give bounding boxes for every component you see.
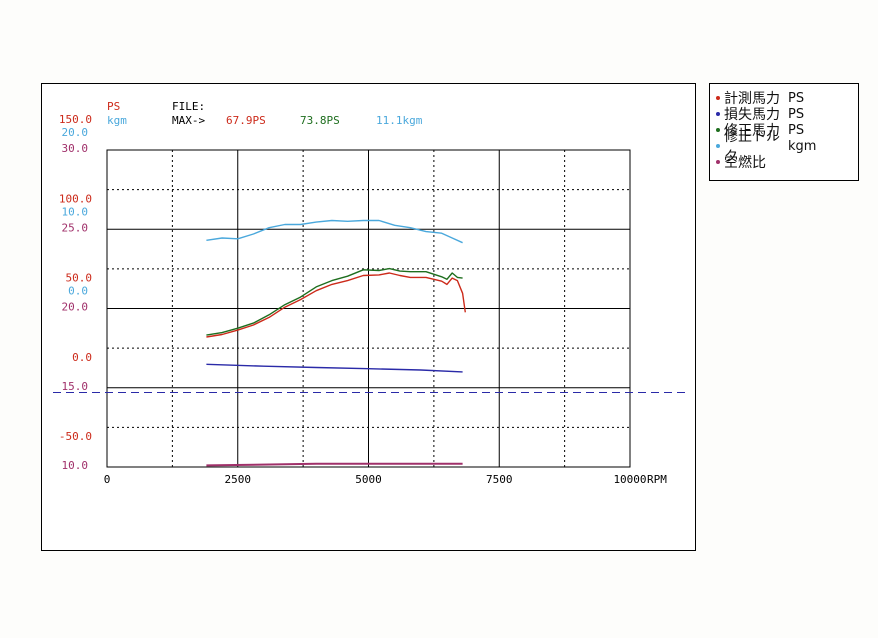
legend-label: 損失馬力 bbox=[724, 107, 780, 123]
x-tick-label: 7500 bbox=[486, 473, 513, 486]
kgm-tick-label: 10.0 bbox=[62, 205, 89, 218]
afr-tick-label: 30.0 bbox=[62, 142, 89, 155]
legend-unit: PS bbox=[788, 106, 805, 122]
x-tick-label: 0 bbox=[104, 473, 111, 486]
legend-item: 修正馬力 PS bbox=[716, 122, 858, 139]
series-line-修正トルク bbox=[206, 219, 463, 244]
afr-tick-label: 25.0 bbox=[62, 221, 89, 234]
legend-item: 損失馬力 PS bbox=[716, 106, 858, 123]
ps-tick-label: 0.0 bbox=[72, 351, 92, 364]
legend-item: 空燃比 bbox=[716, 154, 858, 171]
kgm-tick-label: 20.0 bbox=[62, 126, 89, 139]
legend-label: 空燃比 bbox=[724, 155, 766, 171]
legend-unit: kgm bbox=[788, 138, 817, 154]
legend-unit: PS bbox=[788, 122, 805, 138]
max-measured-value: 67.9PS bbox=[226, 114, 266, 127]
ps-axis-title: PS bbox=[107, 100, 120, 113]
x-tick-label: 2500 bbox=[225, 473, 252, 486]
x-axis-title: RPM bbox=[647, 473, 667, 486]
legend-item: 修正トルク kgm bbox=[716, 129, 858, 165]
legend-item: 計測馬力 PS bbox=[716, 90, 858, 107]
afr-tick-label: 10.0 bbox=[62, 459, 89, 472]
legend-label: 修正馬力 bbox=[724, 123, 780, 139]
x-tick-label: 10000 bbox=[613, 473, 646, 486]
kgm-tick-label: 0.0 bbox=[68, 285, 88, 298]
legend-marker bbox=[716, 112, 720, 116]
legend: 計測馬力 PS 損失馬力 PS 修正馬力 PS 修正トルク kgm 空燃比 bbox=[709, 83, 859, 181]
series-line-計測馬力 bbox=[206, 272, 466, 338]
afr-tick-label: 20.0 bbox=[62, 301, 89, 314]
x-tick-label: 5000 bbox=[355, 473, 382, 486]
legend-marker bbox=[716, 160, 720, 164]
legend-marker bbox=[716, 96, 720, 100]
legend-marker bbox=[716, 144, 720, 148]
max-torque-value: 11.1kgm bbox=[376, 114, 423, 127]
file-label: FILE: bbox=[172, 100, 205, 113]
series-line-修正馬力 bbox=[206, 267, 463, 336]
max-corrected-value: 73.8PS bbox=[300, 114, 340, 127]
legend-label: 計測馬力 bbox=[724, 91, 780, 107]
ps-tick-label: -50.0 bbox=[59, 430, 92, 443]
legend-marker bbox=[716, 128, 720, 132]
max-label: MAX-> bbox=[172, 114, 205, 127]
ps-tick-label: 100.0 bbox=[59, 192, 92, 205]
ps-tick-label: 150.0 bbox=[59, 113, 92, 126]
legend-label: 修正トルク bbox=[724, 129, 780, 165]
ps-tick-label: 50.0 bbox=[66, 272, 93, 285]
series-line-損失馬力 bbox=[206, 363, 463, 373]
afr-tick-label: 15.0 bbox=[62, 380, 89, 393]
legend-unit: PS bbox=[788, 90, 805, 106]
kgm-axis-title: kgm bbox=[107, 114, 127, 127]
series-line-空燃比 bbox=[206, 462, 463, 467]
